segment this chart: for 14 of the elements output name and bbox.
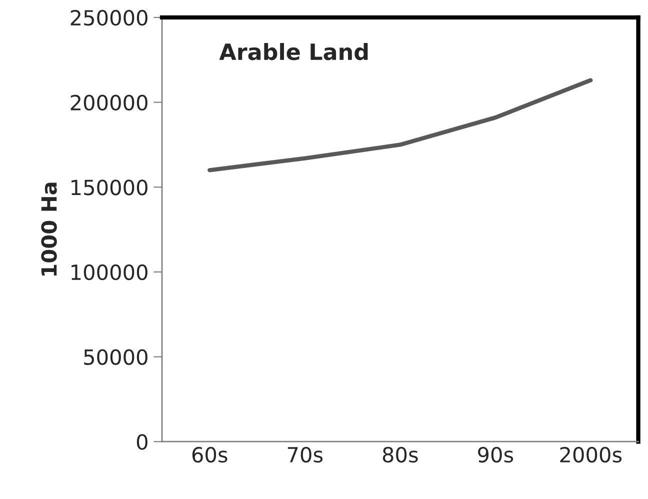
y-axis-title: 1000 Ha xyxy=(41,182,57,276)
x-tick-label: 80s xyxy=(382,446,418,463)
y-tick-label: 100000 xyxy=(72,264,148,280)
y-tick-label: 200000 xyxy=(70,94,148,111)
y-tick-label: 250000 xyxy=(70,10,148,26)
y-tick-label: 0 xyxy=(136,434,148,450)
x-tick-label: 2000s xyxy=(560,446,622,463)
y-tick-label: 50000 xyxy=(84,349,148,365)
y-tick-label: 150000 xyxy=(72,180,148,196)
x-tick-label: 60s xyxy=(192,446,228,463)
line-series xyxy=(208,78,593,172)
x-tick-label: 70s xyxy=(288,446,323,463)
text: Arable Land xyxy=(219,42,368,60)
x-tick-label: 90s xyxy=(478,446,514,463)
